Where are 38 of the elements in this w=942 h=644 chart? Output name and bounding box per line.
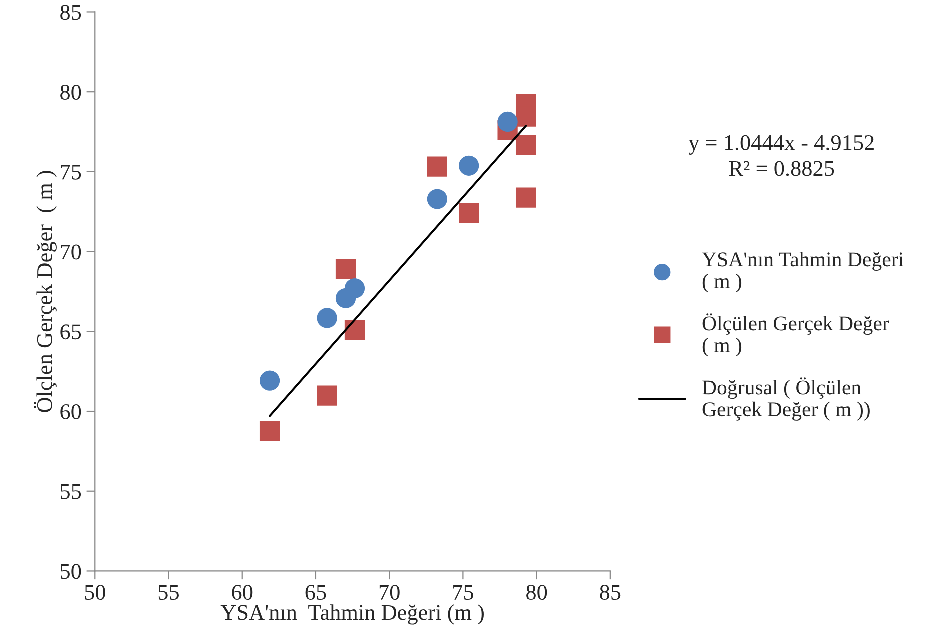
y-tick-label: 75 (61, 165, 82, 180)
point (260, 421, 280, 442)
y-tick-label: 85 (60, 5, 82, 20)
point (317, 386, 338, 406)
point (344, 320, 366, 340)
y-tick-label: 55 (61, 484, 82, 500)
y-tick-label: 70 (61, 244, 82, 260)
point (260, 370, 280, 391)
x-tick-label: 65 (306, 585, 326, 600)
y-tick-label: 80 (60, 85, 82, 100)
x-tick-label: 80 (526, 585, 548, 600)
x-tick-label: 50 (85, 585, 106, 600)
point (498, 112, 518, 132)
legend-label: Doğrusal ( Ölçülen Gerçek Değer ( m )) (702, 378, 870, 421)
legend-label: YSA'nın Tahmin Değeri ( m ) (702, 252, 904, 293)
point (427, 156, 448, 177)
y-tick-label: 65 (60, 324, 82, 340)
x-axis-title: YSA'nın Tahmin Değeri (m ) (220, 604, 484, 625)
x-tick-label: 55 (158, 585, 179, 600)
y-axis-title: Ölçlen Gerçek Değer ( m ) (34, 171, 57, 412)
point (317, 308, 338, 328)
x-tick-label: 75 (454, 585, 474, 600)
point (459, 156, 480, 176)
x-tick-label: 70 (380, 585, 400, 600)
point (516, 188, 536, 208)
x-tick-label: 60 (232, 585, 253, 600)
y-tick-label: 50 (61, 564, 82, 580)
y-tick-label: 60 (60, 404, 82, 420)
point (427, 189, 448, 210)
point (516, 135, 536, 156)
legend-label: Ölçülen Gerçek Değer ( m ) (702, 314, 890, 357)
point (516, 106, 536, 127)
text: y = 1.0444x - 4.9152 (688, 135, 874, 155)
point (336, 259, 356, 280)
x-tick-label: 85 (600, 585, 621, 600)
text: R² = 0.8825 (729, 161, 834, 176)
point (459, 203, 480, 224)
point (344, 278, 366, 299)
